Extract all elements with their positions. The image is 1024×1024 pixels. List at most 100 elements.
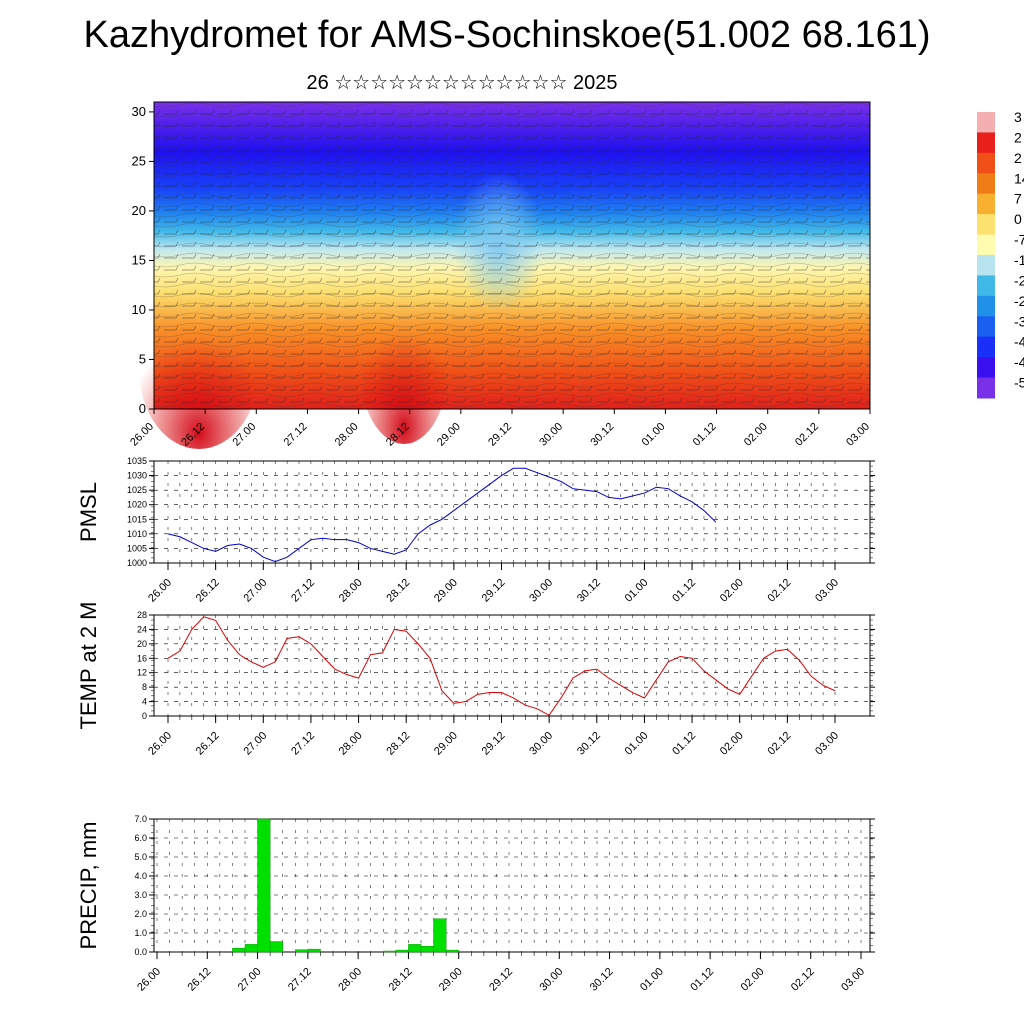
x-tick-label: 28.00 xyxy=(337,730,365,758)
y-tick-label: 1000 xyxy=(127,558,147,568)
page-title: Kazhydromet for AMS-Sochinskoe(51.002 68… xyxy=(83,14,931,56)
x-tick-label: 26.12 xyxy=(194,577,222,605)
precip-bar xyxy=(445,949,459,953)
colorbar-legend: 3 2 2 14 7 0 -7 -1 -2 -2 -3 -4 -4 -5 xyxy=(977,109,1024,399)
colorbar-swatch xyxy=(977,336,995,358)
x-tick-label: 02.12 xyxy=(766,730,794,758)
colorbar-swatch xyxy=(977,173,995,195)
colorbar-label: -2 xyxy=(1014,272,1024,288)
x-tick-label: 27.00 xyxy=(236,966,264,994)
x-tick-label: 28.00 xyxy=(333,421,361,449)
x-tick-label: 27.00 xyxy=(241,577,269,605)
x-tick-label: 29.00 xyxy=(437,966,465,994)
precip-bar xyxy=(269,941,283,953)
y-tick-label: 0 xyxy=(142,711,147,721)
y-tick-label: 25 xyxy=(132,153,146,168)
pmsl-line-chart: 1000 1005 1010 1015 1020 1025 1030 1035 26.00 26.… xyxy=(76,456,875,605)
colorbar-label: -3 xyxy=(1014,313,1024,329)
x-tick-label: 28.12 xyxy=(384,730,412,758)
colorbar-label: -1 xyxy=(1014,252,1024,268)
x-tick-label: 29.00 xyxy=(432,730,460,758)
x-tick-label: 02.00 xyxy=(718,730,746,758)
colorbar-swatch xyxy=(977,193,995,215)
x-tick-label: 26.12 xyxy=(194,730,222,758)
y-tick-label: 24 xyxy=(137,624,147,634)
x-tick-label: 26.00 xyxy=(146,577,174,605)
x-tick-label: 01.12 xyxy=(688,966,716,994)
colorbar-label: -4 xyxy=(1014,354,1024,370)
x-tick-label: 03.00 xyxy=(839,966,867,994)
y-tick-label: 1010 xyxy=(127,529,147,539)
y-tick-label: 30 xyxy=(132,104,146,119)
y-tick-label: 4.0 xyxy=(134,871,147,881)
y-tick-label: 28 xyxy=(137,610,147,620)
x-tick-label: 29.00 xyxy=(432,577,460,605)
precip-bar xyxy=(395,949,409,953)
y-tick-label: 1035 xyxy=(127,456,147,466)
x-tick-label: 03.00 xyxy=(844,421,872,449)
x-tick-label: 28.12 xyxy=(384,577,412,605)
y-tick-label: 1005 xyxy=(127,543,147,553)
x-tick-label: 30.12 xyxy=(588,421,616,449)
colorbar-label: -5 xyxy=(1014,375,1024,391)
precip-bar xyxy=(295,949,309,953)
colorbar-swatch xyxy=(977,377,995,399)
y-tick-label: 8 xyxy=(142,682,147,692)
precip-bar xyxy=(257,818,271,953)
y-tick-label: 6.0 xyxy=(134,833,147,843)
precip-bar-chart: 0.0 1.0 2.0 3.0 4.0 5.0 6.0 7.0 26.00 26.12 27.00 2… xyxy=(76,814,875,994)
plot-frame xyxy=(153,460,871,564)
series-line xyxy=(167,616,836,716)
x-tick-label: 26.12 xyxy=(185,966,213,994)
y-tick-label: 10 xyxy=(132,302,146,317)
precip-bar xyxy=(433,918,447,953)
y-tick-label: 1.0 xyxy=(134,928,147,938)
wind-barbs xyxy=(154,102,870,409)
colorbar-swatch xyxy=(977,295,995,317)
y-tick-label: 1025 xyxy=(127,485,147,495)
y-tick-label: 0.0 xyxy=(134,947,147,957)
x-tick-label: 29.12 xyxy=(480,730,508,758)
x-tick-label: 28.00 xyxy=(337,577,365,605)
colorbar-label: 7 xyxy=(1014,191,1022,207)
x-tick-label: 30.00 xyxy=(537,421,565,449)
x-tick-label: 02.12 xyxy=(789,966,817,994)
x-tick-label: 27.12 xyxy=(289,577,317,605)
y-axis-label: PRECIP, mm xyxy=(76,822,101,950)
x-tick-label: 01.00 xyxy=(640,421,668,449)
colorbar-swatch xyxy=(977,275,995,297)
x-tick-label: 27.12 xyxy=(289,730,317,758)
series-line xyxy=(167,467,717,563)
y-tick-label: 7.0 xyxy=(134,814,147,824)
x-tick-label: 29.00 xyxy=(435,421,463,449)
x-tick-label: 29.12 xyxy=(487,966,515,994)
x-tick-label: 01.12 xyxy=(670,577,698,605)
precip-bar xyxy=(244,944,258,953)
colorbar-swatch xyxy=(977,112,995,133)
x-tick-label: 02.12 xyxy=(766,577,794,605)
page-subtitle: 26 ☆☆☆☆☆☆☆☆☆☆☆☆☆ 2025 xyxy=(306,72,618,94)
y-tick-label: 1030 xyxy=(127,471,147,481)
colorbar-swatch xyxy=(977,214,995,236)
x-tick-label: 26.00 xyxy=(146,730,174,758)
x-tick-label: 01.00 xyxy=(638,966,666,994)
colorbar-label: 14 xyxy=(1014,170,1024,186)
y-tick-label: 0 xyxy=(139,401,146,416)
colorbar-swatch xyxy=(977,357,995,379)
x-tick-label: 01.00 xyxy=(623,730,651,758)
x-tick-label: 30.12 xyxy=(575,577,603,605)
x-tick-label: 02.12 xyxy=(793,421,821,449)
colorbar-label: 2 xyxy=(1014,129,1022,145)
precip-bar xyxy=(307,948,321,953)
x-tick-label: 30.12 xyxy=(575,730,603,758)
y-tick-label: 5 xyxy=(139,351,146,366)
colorbar-swatch xyxy=(977,132,995,154)
temp-line-chart: 0 4 8 12 16 20 24 28 26.00 26.12 27.00 27.12 28.00 28… xyxy=(76,602,875,758)
x-tick-label: 27.00 xyxy=(241,730,269,758)
colorbar-swatch xyxy=(977,152,995,174)
colorbar-label: -2 xyxy=(1014,293,1024,309)
x-tick-label: 01.12 xyxy=(691,421,719,449)
x-tick-label: 29.12 xyxy=(480,577,508,605)
y-tick-label: 4 xyxy=(142,697,147,707)
